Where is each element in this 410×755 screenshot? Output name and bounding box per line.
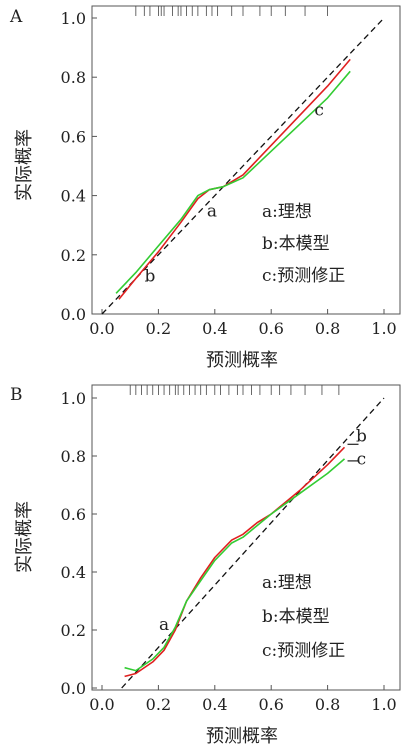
curve-label-c: c (357, 450, 367, 470)
x-tick-label: 1.0 (371, 695, 396, 714)
x-tick-label: 0.0 (89, 695, 114, 714)
series-line-b (124, 446, 346, 678)
series-line-a (101, 17, 385, 315)
x-tick-label: 0.8 (315, 695, 340, 714)
y-tick-label: 1.0 (61, 389, 86, 408)
curve-label-a: a (207, 201, 217, 221)
panel-b: B 0.0 0.2 0.4 0.6 0.8 1.0 0.0 0.2 0.4 0.6 0.8 1.0 预测概… (10, 384, 401, 747)
y-tick-label: 0.0 (61, 305, 86, 324)
y-tick-label: 0.0 (61, 679, 86, 698)
series-line-c (124, 458, 346, 672)
legend-item-b: b:本模型 (262, 234, 330, 254)
x-axis-title: 预测概率 (206, 350, 278, 371)
legend-item-c: c:预测修正 (262, 266, 345, 286)
x-tick-label: 0.4 (202, 695, 227, 714)
series-line-a (121, 397, 385, 689)
y-tick-label: 0.6 (61, 127, 86, 146)
legend-item-c: c:预测修正 (262, 641, 345, 661)
x-tick-label: 1.0 (371, 319, 396, 338)
legend-item-a: a:理想 (262, 573, 312, 593)
curve-label-a: a (159, 615, 169, 635)
x-tick-label: 0.2 (146, 695, 171, 714)
panel-label: A (9, 7, 23, 27)
plot-frame (91, 5, 401, 315)
x-tick-label: 0.8 (315, 319, 340, 338)
legend-item-a: a:理想 (262, 202, 312, 222)
curve-label-b: b (144, 266, 155, 286)
legend: a:理想 b:本模型 c:预测修正 (262, 573, 345, 661)
curve-label-c: c (314, 101, 324, 121)
legend: a:理想 b:本模型 c:预测修正 (262, 202, 345, 286)
y-tick-label: 0.8 (61, 68, 86, 87)
y-tick-label: 0.4 (61, 563, 86, 582)
x-tick-label: 0.6 (258, 695, 283, 714)
plot-frame (91, 384, 401, 691)
y-tick-label: 0.2 (61, 621, 86, 640)
x-tick-label: 0.2 (146, 319, 171, 338)
y-tick-label: 0.6 (61, 505, 86, 524)
series-line-c (115, 70, 351, 294)
curve-label-b: b (356, 427, 367, 447)
y-tick-label: 0.8 (61, 447, 86, 466)
legend-item-b: b:本模型 (262, 607, 330, 627)
y-tick-label: 0.2 (61, 246, 86, 265)
y-axis-title: 实际概率 (14, 129, 35, 201)
x-tick-label: 0.0 (89, 319, 114, 338)
panel-label: B (10, 385, 23, 405)
x-tick-label: 0.6 (258, 319, 283, 338)
y-tick-label: 0.4 (61, 187, 86, 206)
series-line-b (118, 58, 351, 300)
panel-a: A 0.0 0.2 0.4 0.6 0.8 1.0 0.0 0.2 0.4 0.6 0.8 1.0 预测概… (9, 5, 401, 371)
x-axis-title: 预测概率 (206, 726, 278, 747)
x-tick-label: 0.4 (202, 319, 227, 338)
y-tick-label: 1.0 (61, 9, 86, 28)
y-axis-title: 实际概率 (14, 501, 35, 573)
